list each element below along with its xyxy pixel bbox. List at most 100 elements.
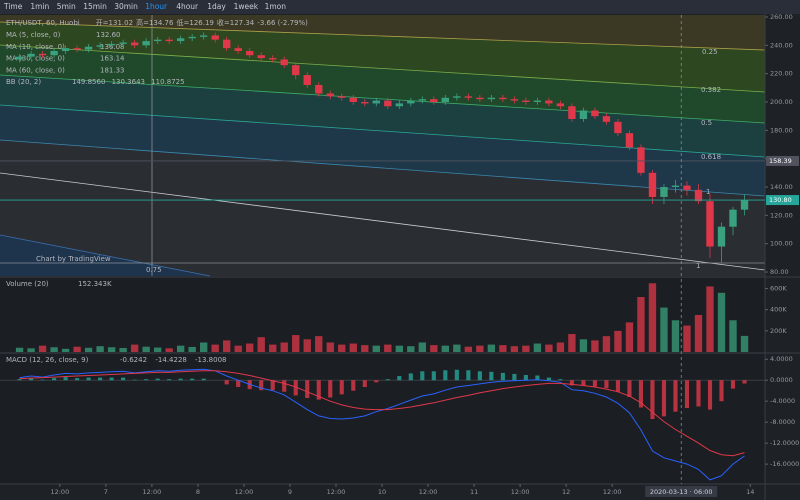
macd-histogram-bar	[673, 380, 678, 412]
y-tick-label: 180.00	[770, 126, 793, 134]
macd-histogram-bar	[86, 377, 91, 381]
x-tick-label: 7	[104, 488, 108, 496]
macd-histogram-bar	[385, 379, 390, 381]
volume-bar	[729, 320, 737, 352]
volume-bar	[223, 340, 231, 352]
volume-bar	[430, 345, 438, 352]
timeframe-button[interactable]: 1hour	[145, 2, 168, 11]
macd-histogram-bar	[121, 377, 126, 381]
macd-histogram-bar	[52, 378, 57, 381]
candle-body	[694, 189, 703, 202]
volume-bar	[61, 348, 70, 352]
volume-bar	[38, 345, 47, 352]
timeframe-button[interactable]: Time	[3, 2, 23, 11]
fib-label: 1	[706, 188, 710, 196]
volume-bar	[579, 339, 588, 352]
candle-body	[430, 99, 438, 102]
macd-histogram-bar	[167, 379, 172, 381]
x-tick-label: 12:00	[419, 488, 438, 496]
timeframe-button[interactable]: 30min	[114, 2, 138, 11]
candle-body	[395, 103, 403, 107]
timeframe-button[interactable]: 1day	[207, 2, 226, 11]
ohlc-legend: 开=131.02	[96, 19, 133, 27]
candle-body	[418, 99, 426, 101]
candle-body	[27, 53, 35, 57]
x-tick-label: 10	[378, 488, 386, 496]
candle-body	[487, 97, 496, 100]
candle-body	[199, 35, 208, 37]
volume-bar	[165, 348, 173, 352]
candle-body	[326, 93, 334, 97]
candle-body	[464, 96, 473, 98]
candle-body	[660, 187, 668, 197]
volume-bar	[717, 292, 726, 352]
x-tick-label: 14	[746, 488, 754, 496]
candle-body	[579, 110, 588, 120]
volume-bar	[648, 283, 657, 352]
candle-body	[533, 100, 542, 102]
volume-bar	[372, 345, 380, 352]
fib-label: 0.5	[701, 119, 712, 127]
candle-body	[234, 48, 242, 51]
volume-bar	[153, 347, 162, 352]
x-tick-label: 12:00	[235, 488, 254, 496]
macd-histogram-bar	[707, 380, 713, 410]
ohlc-legend: 高=134.76	[136, 18, 174, 27]
volume-bar	[522, 345, 530, 352]
macd-histogram-bar	[63, 377, 68, 381]
volume-bar	[418, 342, 426, 352]
candle-body	[73, 48, 81, 50]
volume-bar	[188, 346, 196, 352]
timeframe-button[interactable]: 1week	[234, 2, 259, 11]
candle-body	[510, 99, 519, 101]
candle-body	[717, 226, 726, 247]
volume-bar	[683, 325, 691, 352]
timeframe-button[interactable]: 15min	[83, 2, 107, 11]
candle-body	[556, 103, 565, 107]
macd-histogram-bar	[500, 372, 505, 381]
y-tick-label: -16.0000	[770, 460, 799, 468]
macd-histogram-bar	[259, 380, 264, 391]
y-tick-label: 260.00	[770, 13, 793, 21]
candle-body	[292, 65, 300, 76]
candle-body	[476, 97, 484, 100]
volume-bar	[671, 320, 680, 352]
y-tick-label: -8.0000	[770, 418, 795, 426]
macd-histogram-bar	[397, 376, 402, 381]
indicator-label: MA (30, close, 0)	[6, 55, 65, 63]
timeframe-button[interactable]: 4hour	[176, 2, 199, 11]
timeframe-button[interactable]: 5min	[57, 2, 76, 11]
fib-label: 0.382	[701, 86, 721, 94]
candle-body	[269, 58, 277, 60]
macd-histogram-bar	[224, 380, 229, 385]
timeframe-button[interactable]: 1mon	[265, 2, 287, 11]
volume-bar	[637, 297, 645, 352]
volume-bar	[568, 334, 576, 352]
x-tick-label: 12	[562, 488, 570, 496]
fib-band	[0, 15, 765, 50]
ohlc-legend: 低=126.19	[177, 18, 214, 27]
indicator-value: 130.3643	[112, 78, 145, 86]
macd-histogram-bar	[592, 380, 597, 387]
volume-bar	[487, 344, 496, 352]
candle-body	[176, 38, 185, 42]
macd-line	[19, 370, 745, 457]
macd-histogram-bar	[316, 380, 321, 400]
macd-histogram-bar	[454, 369, 459, 381]
ohlc-legend: 收=127.34	[217, 18, 255, 27]
fib-label: 0.75	[146, 266, 162, 274]
macd-value: -14.4228	[155, 356, 186, 364]
x-tick-label: 12:00	[327, 488, 346, 496]
y-tick-label: 80.00	[770, 268, 789, 276]
price-tag	[766, 195, 799, 206]
timeframe-button[interactable]: 1min	[30, 2, 49, 11]
volume-bar	[73, 346, 81, 352]
macd-histogram-bar	[236, 380, 241, 388]
volume-last: 152.343K	[78, 280, 112, 288]
candle-body	[591, 110, 599, 117]
candle-body	[130, 42, 139, 46]
macd-histogram-bar	[477, 371, 482, 381]
candle-body	[165, 39, 173, 42]
candle-body	[315, 84, 323, 94]
candle-body	[246, 50, 254, 56]
